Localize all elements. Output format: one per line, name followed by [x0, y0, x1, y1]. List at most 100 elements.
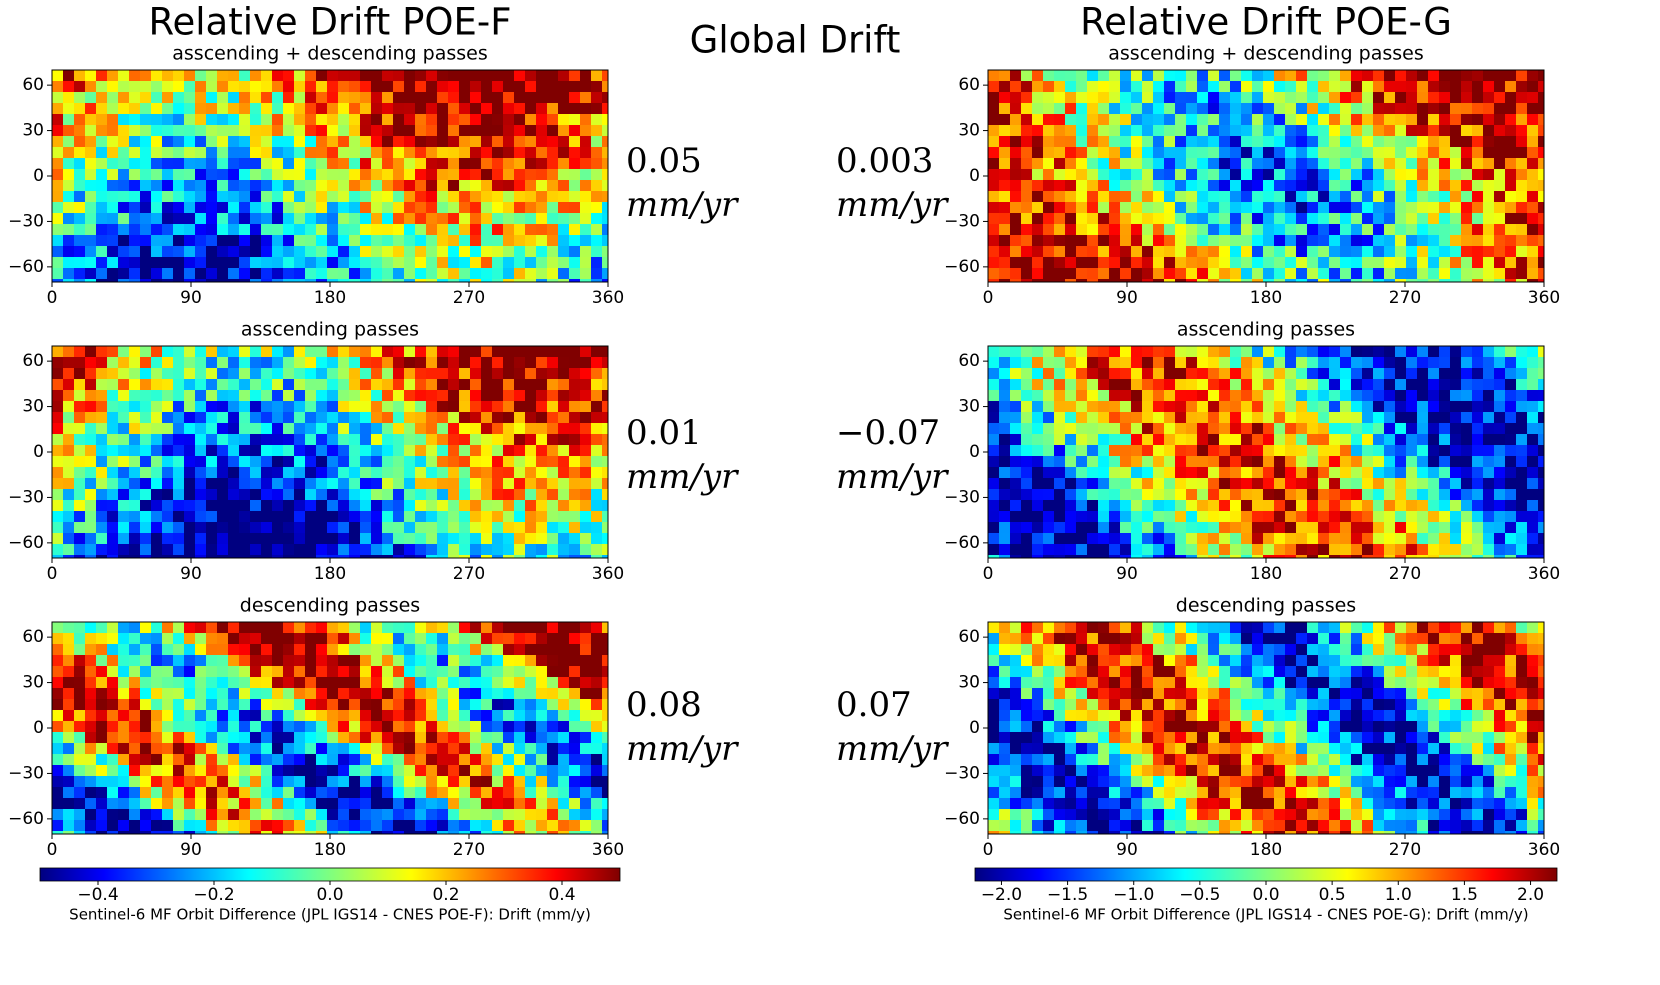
map-cell — [371, 765, 382, 776]
map-cell — [569, 688, 580, 699]
map-cell — [118, 721, 129, 732]
x-tick-label: 180 — [314, 840, 346, 860]
map-cell — [1142, 136, 1153, 147]
map-cell — [591, 257, 602, 268]
y-tick-label: 0 — [33, 442, 44, 462]
map-cell — [1175, 81, 1186, 92]
map-cell — [261, 798, 272, 809]
map-cell — [492, 500, 503, 511]
map-cell — [283, 368, 294, 379]
map-cell — [1087, 92, 1098, 103]
map-cell — [85, 92, 96, 103]
map-cell — [195, 224, 206, 235]
map-cell — [1010, 478, 1021, 489]
map-cell — [525, 699, 536, 710]
map-cell — [1208, 81, 1219, 92]
map-cell — [1472, 92, 1483, 103]
map-cell — [1175, 257, 1186, 268]
map-cell — [1131, 114, 1142, 125]
map-cell — [1076, 92, 1087, 103]
map-cell — [437, 390, 448, 401]
map-cell — [173, 92, 184, 103]
map-cell — [547, 478, 558, 489]
map-cell — [426, 522, 437, 533]
map-cell — [261, 445, 272, 456]
map-cell — [1054, 423, 1065, 434]
map-cell — [294, 820, 305, 831]
map-cell — [74, 787, 85, 798]
map-cell — [1296, 412, 1307, 423]
map-cell — [547, 489, 558, 500]
map-cell — [481, 809, 492, 820]
map-cell — [85, 644, 96, 655]
map-cell — [206, 368, 217, 379]
map-cell — [217, 699, 228, 710]
map-cell — [426, 158, 437, 169]
map-cell — [1483, 467, 1494, 478]
map-cell — [250, 710, 261, 721]
map-cell — [305, 500, 316, 511]
map-cell — [470, 401, 481, 412]
map-cell — [74, 445, 85, 456]
map-cell — [96, 809, 107, 820]
map-cell — [85, 202, 96, 213]
map-cell — [1538, 213, 1544, 224]
map-cell — [129, 213, 140, 224]
map-cell — [1329, 390, 1340, 401]
map-cell — [1307, 467, 1318, 478]
map-cell — [1406, 202, 1417, 213]
map-cell — [448, 820, 459, 831]
map-cell — [1384, 445, 1395, 456]
map-cell — [525, 246, 536, 257]
map-cell — [382, 390, 393, 401]
map-cell — [272, 268, 283, 279]
map-cell — [272, 809, 283, 820]
map-cell — [140, 677, 151, 688]
map-cell — [1274, 467, 1285, 478]
map-cell — [1263, 489, 1274, 500]
map-cell — [96, 798, 107, 809]
map-cell — [1142, 445, 1153, 456]
map-cell — [74, 522, 85, 533]
map-cell — [162, 169, 173, 180]
map-cell — [1340, 346, 1351, 357]
map-cell — [1340, 500, 1351, 511]
map-cell — [239, 732, 250, 743]
map-cell — [184, 191, 195, 202]
map-cell — [250, 346, 261, 357]
map-cell — [415, 81, 426, 92]
map-cell — [1120, 412, 1131, 423]
map-cell — [1252, 191, 1263, 202]
map-cell — [272, 522, 283, 533]
map-cell — [404, 147, 415, 158]
map-cell — [338, 478, 349, 489]
map-cell — [239, 765, 250, 776]
map-cell — [1516, 268, 1527, 279]
map-cell — [1362, 511, 1373, 522]
map-cell — [360, 677, 371, 688]
map-cell — [1362, 158, 1373, 169]
map-cell — [382, 136, 393, 147]
map-cell — [1098, 268, 1109, 279]
map-cell — [1164, 235, 1175, 246]
map-cell — [1087, 511, 1098, 522]
map-cell — [382, 765, 393, 776]
map-cell — [1065, 478, 1076, 489]
map-cell — [1208, 500, 1219, 511]
map-cell — [602, 710, 608, 721]
map-cell — [107, 732, 118, 743]
map-cell — [569, 379, 580, 390]
map-cell — [459, 412, 470, 423]
map-cell — [459, 202, 470, 213]
map-cell — [1010, 511, 1021, 522]
map-cell — [569, 70, 580, 81]
map-cell — [1516, 92, 1527, 103]
map-cell — [294, 136, 305, 147]
drift-value: 0.003 — [836, 141, 933, 181]
map-cell — [536, 191, 547, 202]
map-cell — [151, 213, 162, 224]
map-cell — [1461, 81, 1472, 92]
map-cell — [1450, 268, 1461, 279]
map-cell — [1065, 500, 1076, 511]
map-cell — [1340, 92, 1351, 103]
